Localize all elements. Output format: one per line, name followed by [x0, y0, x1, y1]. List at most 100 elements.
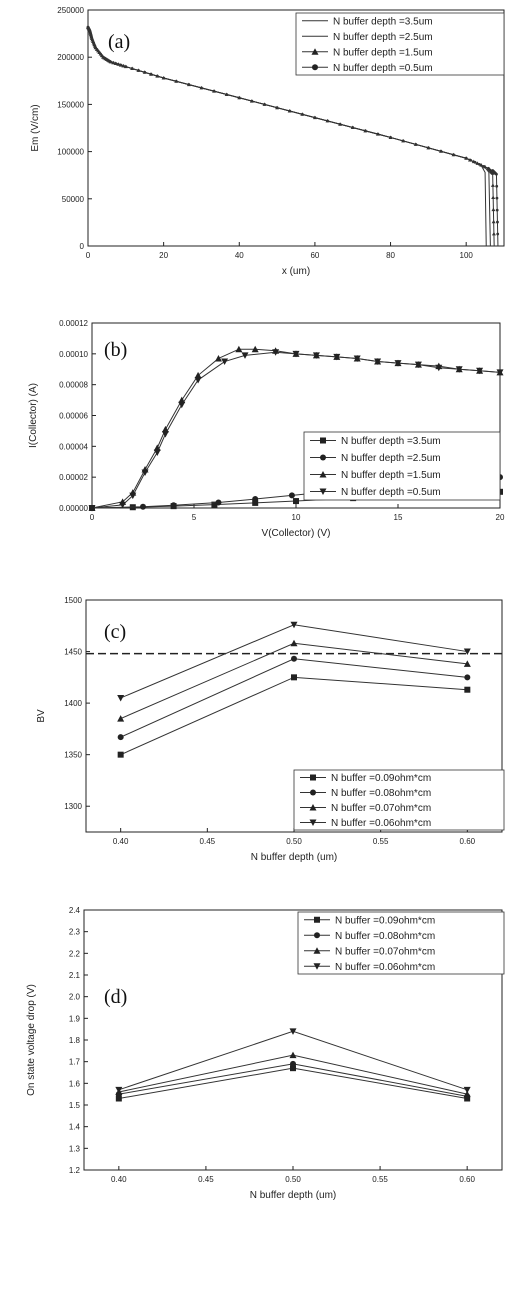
- data-point: [111, 61, 115, 65]
- x-tick-label: 0.50: [286, 837, 302, 846]
- panel-label: (d): [104, 986, 127, 1008]
- y-tick-label: 2.1: [69, 971, 81, 980]
- data-point: [463, 1086, 471, 1094]
- data-point: [200, 86, 203, 90]
- y-tick-label: 2.3: [69, 928, 81, 937]
- legend-box: [297, 911, 505, 975]
- series-line: [120, 658, 468, 738]
- y-tick-label: 1500: [64, 596, 82, 605]
- series-4: [117, 621, 471, 702]
- series-1: [117, 674, 471, 758]
- data-point: [288, 492, 295, 499]
- legend-marker: [314, 932, 320, 939]
- x-tick-label: 0: [86, 251, 91, 260]
- series-2: [115, 1060, 471, 1100]
- data-point: [495, 184, 499, 188]
- data-point: [313, 116, 317, 120]
- data-point: [353, 355, 361, 362]
- data-point: [338, 122, 342, 126]
- legend-marker: [309, 819, 317, 826]
- legend: N buffer =0.09ohm*cm N buffer =0.08ohm*cm…: [297, 911, 505, 975]
- data-point: [351, 126, 355, 129]
- data-point: [178, 401, 186, 409]
- series-line: [120, 642, 468, 720]
- data-point: [221, 358, 229, 366]
- x-tick-label: 0.55: [372, 1175, 388, 1184]
- data-point: [452, 153, 455, 157]
- legend-entry: N buffer =0.07ohm*cm: [335, 946, 435, 957]
- data-point: [495, 196, 499, 200]
- legend-marker: [311, 48, 319, 55]
- data-point: [463, 660, 471, 667]
- data-point: [394, 360, 402, 367]
- data-point: [464, 156, 468, 160]
- data-point: [300, 112, 304, 116]
- legend-entry: N buffer =0.09ohm*cm: [331, 773, 431, 784]
- y-tick-label: 1350: [64, 751, 82, 760]
- y-tick-label: 1.4: [69, 1123, 81, 1132]
- legend-entry: N buffer depth =1.5um: [341, 470, 441, 481]
- legend-entry: N buffer depth =1.5um: [333, 47, 433, 58]
- series-3: [117, 639, 471, 722]
- data-point: [235, 345, 243, 353]
- data-point: [140, 503, 146, 510]
- data-point: [291, 655, 297, 662]
- data-point: [439, 149, 443, 153]
- data-point: [194, 371, 202, 379]
- data-point: [272, 349, 280, 356]
- data-point: [155, 74, 159, 78]
- y-tick-label: 150000: [57, 100, 84, 109]
- data-point: [289, 1051, 297, 1059]
- data-point: [290, 639, 298, 647]
- panel-label: (a): [108, 31, 130, 53]
- x-axis-label: x (um): [282, 266, 310, 277]
- data-point: [214, 354, 222, 362]
- y-tick-label: 1.3: [69, 1144, 81, 1153]
- data-point: [121, 64, 125, 68]
- legend-box: [293, 769, 505, 831]
- legend-marker: [319, 471, 327, 478]
- data-point: [435, 364, 443, 372]
- legend-entry: N buffer =0.08ohm*cm: [335, 931, 435, 942]
- x-tick-label: 40: [235, 251, 244, 260]
- data-point: [211, 501, 218, 508]
- data-point: [374, 358, 382, 366]
- data-point: [130, 67, 134, 70]
- x-axis-label: V(Collector) (V): [262, 528, 331, 539]
- y-tick-label: 1450: [64, 648, 82, 657]
- data-point: [117, 751, 124, 758]
- data-point: [241, 352, 249, 359]
- series-3: [115, 1051, 471, 1098]
- y-tick-label: 50000: [62, 195, 85, 204]
- y-tick-label: 2.0: [69, 993, 81, 1002]
- y-tick-label: 2.2: [69, 949, 81, 958]
- data-point: [455, 366, 463, 373]
- data-point: [491, 207, 496, 212]
- chart-panel-d: 0.40 0.45 0.50 0.55 0.60 1.2 1.3 1.4 1.5 1.6 1.7 1.…: [26, 906, 505, 1201]
- data-point: [293, 498, 299, 505]
- legend-marker: [312, 64, 318, 71]
- data-point: [426, 146, 430, 150]
- data-point: [263, 103, 266, 106]
- data-point: [491, 219, 496, 224]
- data-point: [119, 501, 127, 509]
- y-tick-label: 1300: [64, 802, 82, 811]
- data-point: [414, 142, 418, 146]
- data-point: [482, 164, 486, 168]
- data-point: [490, 183, 495, 187]
- data-point: [114, 62, 118, 65]
- series-line: [120, 676, 468, 756]
- legend-marker: [320, 437, 326, 444]
- y-tick-label: 0.00004: [59, 442, 88, 451]
- data-point: [486, 167, 490, 170]
- x-axis-label: N buffer depth (um): [251, 852, 338, 863]
- legend-marker: [319, 488, 327, 495]
- x-tick-label: 0.55: [373, 837, 389, 846]
- data-point: [389, 136, 392, 139]
- data-point: [376, 132, 380, 136]
- x-tick-label: 0.60: [460, 837, 476, 846]
- legend-marker: [320, 454, 326, 461]
- x-axis-label: N buffer depth (um): [250, 1190, 337, 1201]
